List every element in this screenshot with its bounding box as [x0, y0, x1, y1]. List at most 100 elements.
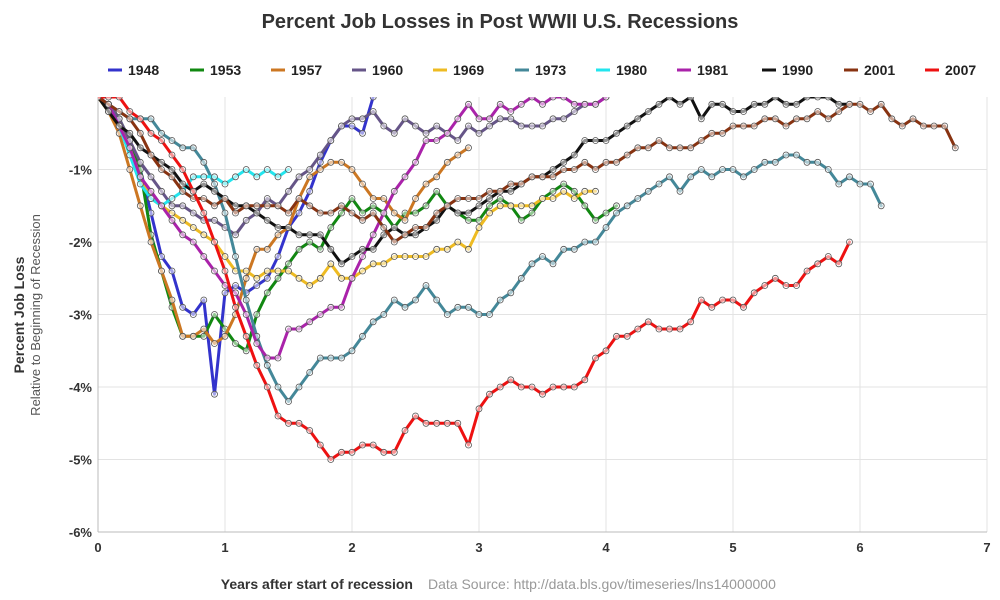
data-point — [623, 122, 631, 130]
data-point — [697, 166, 705, 173]
data-point — [285, 187, 292, 195]
data-point — [539, 122, 546, 130]
data-point — [274, 224, 282, 231]
data-point — [98, 97, 102, 101]
data-point — [877, 100, 885, 108]
data-point — [655, 100, 663, 108]
data-point — [359, 115, 366, 123]
data-point — [507, 289, 515, 297]
data-point — [327, 354, 335, 362]
chart-title: Percent Job Losses in Post WWII U.S. Rec… — [262, 11, 739, 33]
data-point — [454, 209, 462, 217]
y-tick-label: -5% — [69, 453, 93, 468]
data-point — [390, 296, 398, 304]
data-point — [560, 158, 568, 166]
data-point — [835, 260, 843, 268]
data-point — [655, 325, 663, 333]
data-point — [549, 383, 557, 391]
data-point — [528, 383, 536, 391]
data-point — [771, 115, 779, 123]
data-point — [465, 245, 472, 253]
data-point — [115, 97, 123, 101]
data-point — [369, 231, 377, 239]
x-tick-label: 2 — [348, 540, 355, 555]
data-point — [380, 231, 388, 239]
data-point — [517, 216, 525, 224]
data-point — [285, 267, 292, 275]
data-point — [570, 100, 578, 108]
data-point — [803, 267, 811, 275]
data-point — [475, 311, 483, 318]
data-point — [221, 332, 229, 340]
data-point — [263, 267, 271, 275]
data-point — [771, 97, 779, 101]
legend: 1948 1953 1957 1960 1969 1973 1980 1981 1990 2001… — [108, 62, 976, 78]
data-point — [327, 137, 335, 144]
data-point — [189, 311, 197, 318]
data-point — [422, 419, 430, 427]
legend-label: 1969 — [453, 62, 484, 78]
data-point — [179, 231, 187, 239]
legend-label: 1957 — [291, 62, 322, 78]
data-point — [306, 166, 314, 173]
legend-item-2001: 2001 — [844, 62, 895, 78]
legend-item-1990: 1990 — [762, 62, 813, 78]
data-point — [327, 260, 335, 268]
data-point — [200, 173, 208, 181]
data-point — [570, 245, 578, 253]
data-point — [306, 231, 314, 239]
data-point — [443, 158, 451, 166]
series-line-1973 — [98, 97, 883, 403]
data-point — [359, 441, 366, 449]
data-point — [549, 115, 557, 123]
data-point — [274, 231, 282, 239]
data-point — [465, 195, 472, 202]
data-point — [602, 97, 610, 101]
data-point — [158, 166, 165, 173]
data-point — [666, 173, 673, 181]
data-point — [316, 441, 324, 449]
data-point — [242, 216, 250, 224]
data-point — [697, 137, 705, 144]
data-point — [475, 216, 483, 224]
data-point — [549, 260, 557, 268]
data-point — [740, 173, 747, 181]
data-point — [465, 441, 472, 449]
data-point — [602, 209, 610, 217]
series-2007 — [98, 97, 853, 463]
data-point — [189, 173, 197, 181]
data-point — [433, 296, 441, 304]
data-point — [253, 209, 261, 217]
data-point — [761, 115, 769, 123]
data-point — [380, 122, 388, 130]
data-point — [719, 100, 726, 108]
data-point — [380, 448, 388, 456]
data-point — [507, 202, 515, 210]
data-point — [454, 115, 462, 123]
data-point — [507, 115, 515, 123]
data-point — [634, 115, 642, 123]
data-point — [200, 195, 208, 202]
data-point — [211, 173, 218, 181]
data-point — [168, 267, 176, 275]
legend-label: 1973 — [535, 62, 566, 78]
data-point — [422, 202, 430, 210]
legend-label: 1948 — [128, 62, 159, 78]
y-axis-label: Percent Job Loss — [11, 256, 27, 373]
data-point — [348, 122, 356, 130]
data-point — [560, 187, 568, 195]
data-point — [126, 166, 134, 173]
data-point — [570, 195, 578, 202]
data-point — [412, 253, 419, 260]
data-point — [644, 144, 652, 152]
data-point — [306, 427, 314, 434]
data-point — [338, 209, 345, 217]
data-point — [147, 115, 155, 123]
legend-item-1960: 1960 — [352, 62, 403, 78]
data-point — [930, 122, 938, 130]
data-point — [263, 274, 271, 282]
data-point — [316, 158, 324, 166]
data-point — [475, 405, 483, 413]
data-point — [496, 296, 504, 304]
data-point — [549, 187, 557, 195]
